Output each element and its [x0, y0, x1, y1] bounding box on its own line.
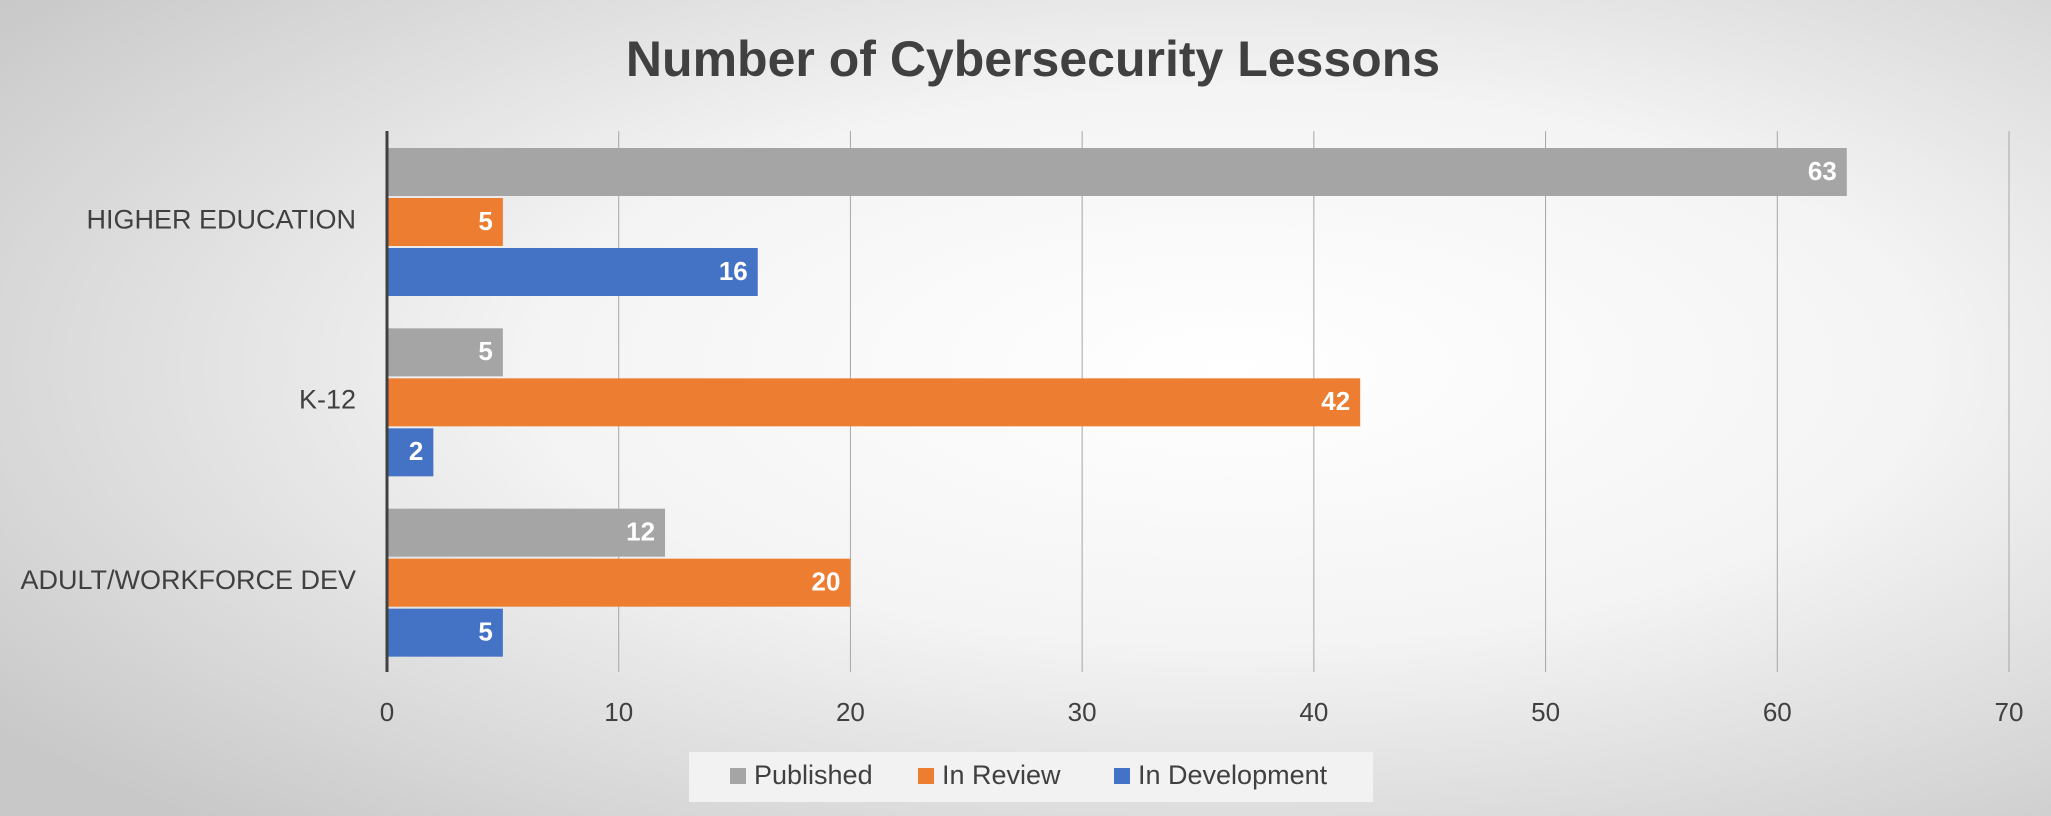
data-label: 20 — [812, 567, 841, 597]
data-label: 12 — [626, 517, 655, 547]
x-tick-label: 40 — [1299, 697, 1328, 727]
data-label: 5 — [478, 206, 492, 236]
data-label: 5 — [478, 336, 492, 366]
bar — [387, 148, 1847, 196]
bar — [387, 558, 851, 607]
x-tick-label: 70 — [1995, 697, 2024, 727]
bar — [387, 428, 434, 477]
legend-label: In Review — [942, 760, 1061, 790]
x-tick-label: 20 — [836, 697, 865, 727]
bar — [387, 328, 503, 377]
x-tick-label: 50 — [1531, 697, 1560, 727]
legend-swatch — [918, 768, 934, 784]
x-tick-label: 60 — [1763, 697, 1792, 727]
bar — [387, 508, 666, 557]
bar — [387, 378, 1361, 427]
bar — [387, 248, 758, 296]
chart-title: Number of Cybersecurity Lessons — [626, 31, 1440, 87]
legend-box — [689, 752, 1373, 802]
x-tick-label: 30 — [1068, 697, 1097, 727]
y-tick-label: HIGHER EDUCATION — [86, 204, 356, 234]
legend-swatch — [1114, 768, 1130, 784]
legend-label: Published — [754, 760, 873, 790]
y-tick-label: K-12 — [299, 385, 356, 415]
bar — [387, 608, 503, 657]
y-tick-label: ADULT/WORKFORCE DEV — [20, 565, 356, 595]
bar — [387, 198, 503, 246]
legend-swatch — [730, 768, 746, 784]
data-label: 2 — [409, 436, 423, 466]
data-label: 42 — [1321, 386, 1350, 416]
data-label: 63 — [1808, 156, 1837, 186]
legend-label: In Development — [1138, 760, 1328, 790]
data-label: 5 — [478, 617, 492, 647]
x-tick-label: 10 — [604, 697, 633, 727]
x-tick-label: 0 — [380, 697, 394, 727]
data-label: 16 — [719, 256, 748, 286]
